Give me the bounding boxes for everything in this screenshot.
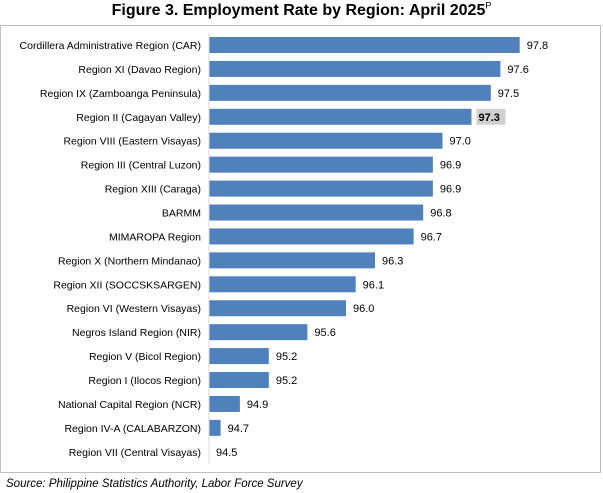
- bar: [209, 132, 443, 149]
- bar: [209, 60, 501, 77]
- category-label: Region VI (Western Visayas): [67, 303, 201, 315]
- bar: [209, 228, 414, 245]
- bar: [209, 180, 433, 197]
- value-label-highlight: [476, 108, 506, 125]
- category-label: Region X (Northern Mindanao): [58, 255, 201, 267]
- value-label: 96.1: [363, 279, 384, 291]
- source-note: Source: Philippine Statistics Authority,…: [6, 478, 303, 490]
- chart-title-text: Figure 3. Employment Rate by Region: Apr…: [111, 2, 486, 19]
- category-label: Region VIII (Eastern Visayas): [63, 136, 201, 148]
- category-label: Negros Island Region (NIR): [72, 327, 201, 339]
- value-label: 97.8: [527, 40, 548, 52]
- value-label: 94.5: [216, 447, 237, 459]
- bar: [209, 108, 472, 125]
- bar: [209, 395, 240, 412]
- value-label: 97.0: [450, 136, 471, 148]
- value-label: 95.2: [276, 351, 297, 363]
- bar: [209, 204, 424, 221]
- category-label: Region XIII (Caraga): [105, 184, 201, 196]
- value-label: 96.9: [440, 184, 461, 196]
- value-label: 94.7: [228, 423, 249, 435]
- category-label: Region VII (Central Visayas): [69, 447, 201, 459]
- value-label: 96.8: [430, 208, 451, 220]
- value-label: 95.2: [276, 375, 297, 387]
- value-label: 94.9: [247, 399, 268, 411]
- bar: [209, 372, 269, 389]
- value-label: 96.3: [382, 255, 403, 267]
- bar: [209, 324, 308, 341]
- bar: [209, 419, 221, 436]
- category-label: Region IX (Zamboanga Peninsula): [40, 88, 201, 100]
- value-label: 97.3: [478, 112, 499, 124]
- value-label: 95.6: [314, 327, 335, 339]
- category-label: MIMAROPA Region: [109, 231, 201, 243]
- value-label: 97.6: [507, 64, 528, 76]
- bar: [209, 300, 346, 317]
- value-label: 96.9: [440, 160, 461, 172]
- chart-title: Figure 3. Employment Rate by Region: Apr…: [0, 0, 603, 22]
- category-label: Region III (Central Luzon): [81, 160, 201, 172]
- category-label: Region XI (Davao Region): [78, 64, 201, 76]
- bar: [209, 252, 375, 269]
- category-label: Region XII (SOCCSKSARGEN): [53, 279, 201, 291]
- category-label: Region IV-A (CALABARZON): [64, 423, 201, 435]
- category-label: BARMM: [162, 208, 201, 220]
- chart-frame: [0, 25, 601, 473]
- bar-chart: Cordillera Administrative Region (CAR) 97…: [20, 33, 548, 464]
- category-label: National Capital Region (NCR): [58, 399, 201, 411]
- bar: [209, 348, 269, 365]
- category-label: Cordillera Administrative Region (CAR): [20, 40, 201, 52]
- category-label: Region I (Ilocos Region): [88, 375, 201, 387]
- bar: [209, 276, 356, 293]
- bar: [209, 37, 520, 53]
- bar: [209, 156, 433, 173]
- value-label: 97.5: [498, 88, 519, 100]
- value-label: 96.7: [421, 231, 442, 243]
- bar: [209, 84, 491, 101]
- chart-title-superscript: P: [485, 0, 492, 11]
- category-label: Region II (Cagayan Valley): [76, 112, 201, 124]
- value-label: 96.0: [353, 303, 374, 315]
- category-label: Region V (Bicol Region): [89, 351, 201, 363]
